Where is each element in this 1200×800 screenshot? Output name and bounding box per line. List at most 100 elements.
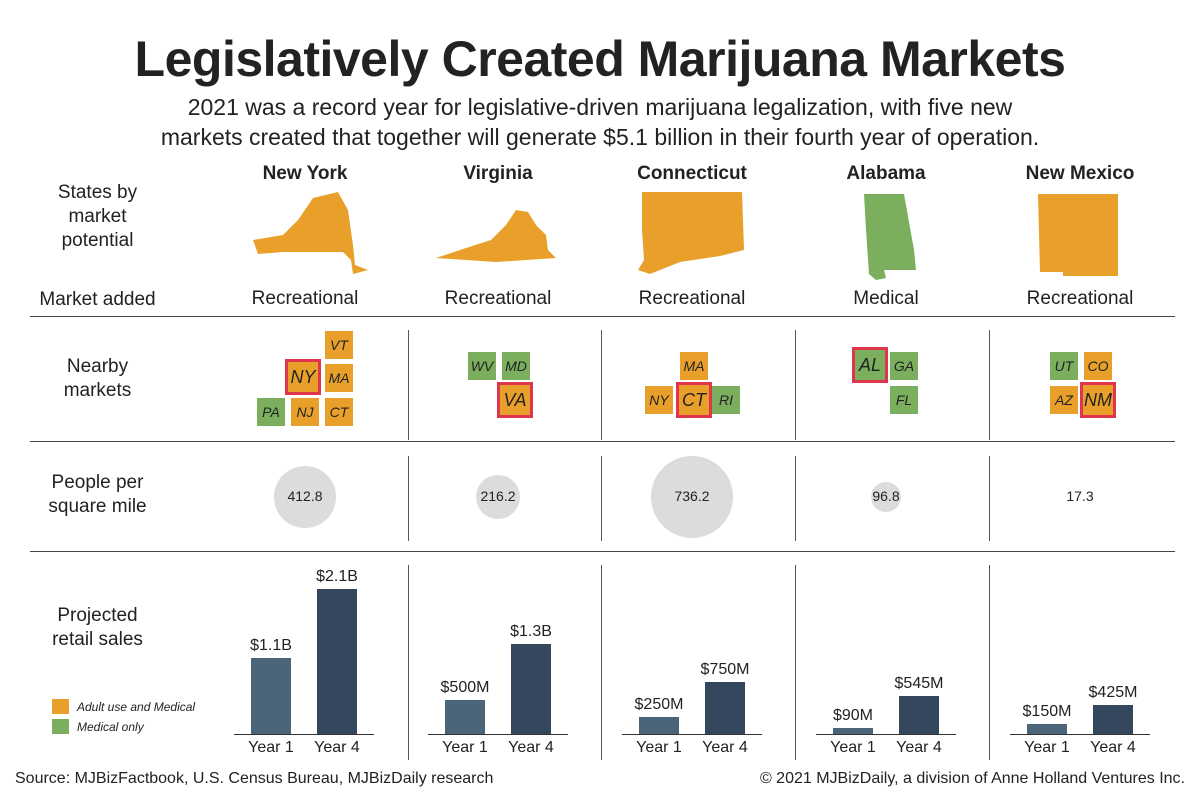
nearby-market-tile: NY (285, 359, 321, 395)
legend-item-medical: Medical only (52, 719, 195, 734)
bar-axis (428, 734, 568, 735)
subtitle-line-1: 2021 was a record year for legislative-d… (187, 94, 1013, 120)
legend-label: Adult use and Medical (77, 699, 196, 714)
row-label-market: Market added (39, 289, 156, 310)
nearby-market-tile: WV (468, 352, 496, 380)
column-divider (601, 330, 602, 440)
divider (30, 551, 1175, 552)
nearby-market-tile: CT (676, 382, 712, 418)
divider (30, 441, 1175, 442)
legend-item-adult: Adult use and Medical (52, 699, 195, 714)
density-value: 216.2 (480, 488, 516, 504)
state-name: Connecticut (637, 163, 747, 184)
sales-value-label: $425M (1088, 683, 1138, 701)
density-value: 96.8 (872, 488, 900, 504)
density-value: 17.3 (1066, 488, 1094, 504)
divider (30, 316, 1175, 317)
subtitle-line-2: markets created that together will gener… (160, 124, 1040, 150)
x-tick-label: Year 1 (636, 739, 682, 756)
legend-label: Medical only (77, 719, 144, 734)
sales-bar-year-4 (705, 682, 745, 734)
x-tick-label: Year 4 (314, 739, 360, 756)
market-type: Recreational (638, 288, 746, 309)
state-name: New York (262, 163, 348, 184)
column-divider (408, 330, 409, 440)
row-label-sales: Projected retail sales (52, 605, 143, 650)
nearby-market-tile: GA (890, 352, 918, 380)
state-map-connecticut (630, 190, 755, 282)
sales-bar-year-1 (1027, 723, 1067, 734)
x-tick-label: Year 4 (896, 739, 942, 756)
state-map-alabama (824, 190, 949, 282)
sales-bar-year-1 (833, 727, 873, 734)
market-type: Recreational (444, 288, 552, 309)
bar-axis (622, 734, 762, 735)
subtitle: 2021 was a record year for legislative-d… (60, 92, 1140, 152)
sales-bar-year-4 (1093, 704, 1133, 734)
nearby-market-tile: CO (1084, 352, 1112, 380)
x-tick-label: Year 1 (248, 739, 294, 756)
sales-bar-year-1 (639, 716, 679, 734)
legend: Adult use and Medical Medical only (52, 699, 195, 734)
nearby-market-tile: RI (712, 386, 740, 414)
market-type: Recreational (251, 288, 359, 309)
column-divider (601, 456, 602, 541)
column-divider (601, 565, 602, 760)
market-type: Recreational (1026, 288, 1134, 309)
x-tick-label: Year 4 (508, 739, 554, 756)
column-divider (408, 565, 409, 760)
legend-swatch (52, 719, 69, 734)
column-divider (989, 565, 990, 760)
nearby-market-tile: VA (497, 382, 533, 418)
bar-axis (1010, 734, 1150, 735)
sales-bar-year-4 (899, 696, 939, 734)
column-divider (408, 456, 409, 541)
nearby-market-tile: PA (257, 398, 285, 426)
x-tick-label: Year 4 (1090, 739, 1136, 756)
nearby-market-tile: AZ (1050, 386, 1078, 414)
density-value: 412.8 (287, 488, 323, 504)
bar-axis (234, 734, 374, 735)
nearby-market-tile: AL (852, 347, 888, 383)
sales-bar-year-4 (511, 644, 551, 734)
sales-value-label: $250M (634, 695, 684, 713)
column-divider (795, 565, 796, 760)
sales-value-label: $545M (894, 675, 944, 693)
copyright: © 2021 MJBizDaily, a division of Anne Ho… (759, 770, 1185, 787)
nearby-market-tile: MA (325, 364, 353, 392)
nearby-market-tile: MA (680, 352, 708, 380)
density-circle (274, 466, 336, 528)
density-circle (475, 474, 521, 520)
sales-value-label: $500M (440, 678, 490, 696)
sales-bar-year-1 (251, 658, 291, 734)
sales-value-label: $1.3B (510, 623, 552, 641)
sales-value-label: $150M (1022, 702, 1072, 720)
nearby-market-tile: NY (645, 386, 673, 414)
nearby-market-tile: VT (325, 331, 353, 359)
nearby-market-tile: FL (890, 386, 918, 414)
state-map-new-york (243, 190, 368, 282)
x-tick-label: Year 4 (702, 739, 748, 756)
column-divider (989, 330, 990, 440)
sales-value-label: $2.1B (316, 568, 358, 586)
source-note: Source: MJBizFactbook, U.S. Census Burea… (15, 770, 494, 787)
sales-bar-year-4 (317, 589, 357, 734)
page-title: Legislatively Created Marijuana Markets (134, 31, 1066, 87)
density-value: 736.2 (674, 488, 710, 504)
row-label-nearby: Nearby markets (63, 356, 132, 401)
x-tick-label: Year 1 (1024, 739, 1070, 756)
bar-axis (816, 734, 956, 735)
sales-value-label: $1.1B (250, 637, 292, 655)
density-circle (650, 455, 734, 539)
market-type: Medical (853, 288, 919, 309)
state-name: Alabama (846, 163, 926, 184)
nearby-market-tile: NM (1080, 382, 1116, 418)
state-name: Virginia (463, 163, 533, 184)
nearby-market-tile: CT (325, 398, 353, 426)
column-divider (795, 330, 796, 440)
state-name: New Mexico (1025, 163, 1135, 184)
sales-value-label: $750M (700, 661, 750, 679)
column-divider (795, 456, 796, 541)
state-map-virginia (436, 190, 561, 282)
x-tick-label: Year 1 (830, 739, 876, 756)
